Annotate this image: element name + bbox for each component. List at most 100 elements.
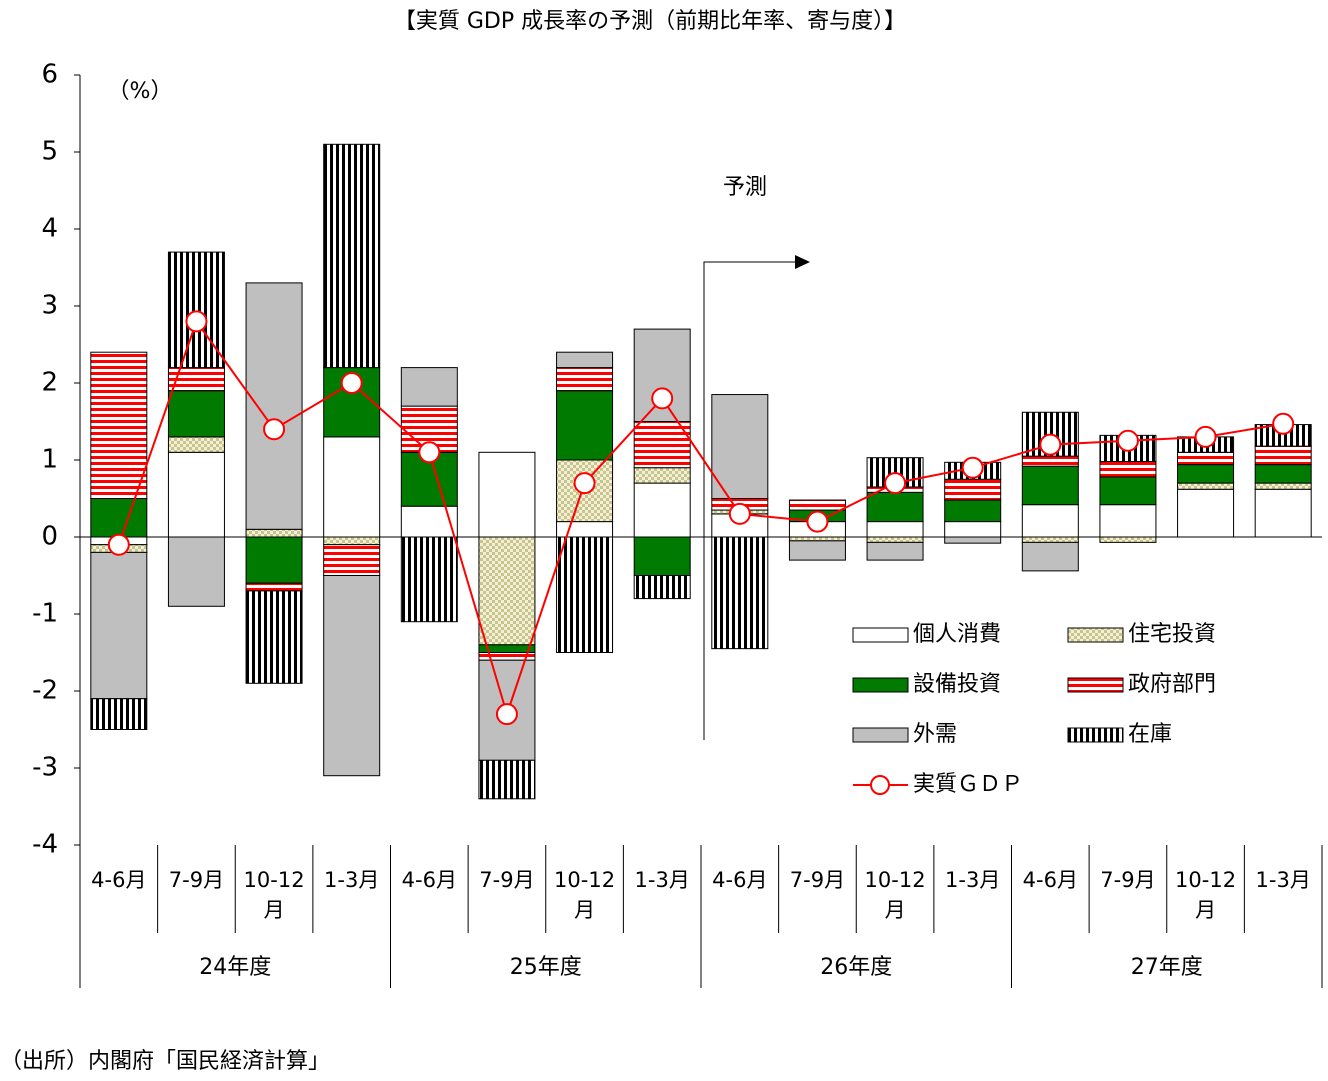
- bar-segment: [1099, 461, 1157, 478]
- x-tick-label: 7-9月: [479, 868, 535, 892]
- bar-segment: [90, 698, 148, 731]
- legend-label: 個人消費: [913, 622, 1001, 647]
- bar-segment: [245, 582, 303, 592]
- y-tick-label: 4: [41, 214, 58, 244]
- group-label: 26年度: [820, 955, 892, 980]
- bar-segment: [245, 528, 303, 538]
- unit-label: （%）: [108, 79, 173, 104]
- legend-label: 在庫: [1128, 722, 1172, 747]
- bar-segment: [245, 282, 303, 530]
- bar-segment: [478, 759, 536, 800]
- y-tick-label: -4: [32, 830, 58, 860]
- group-label: 24年度: [199, 955, 271, 980]
- gdp-point: [1116, 429, 1139, 452]
- legend-swatch: [1067, 727, 1124, 743]
- bar-segment: [167, 436, 225, 453]
- group-label: 25年度: [510, 955, 582, 980]
- gdp-point: [651, 387, 674, 410]
- bar-segment: [633, 536, 691, 576]
- forecast-label: 予測: [723, 175, 767, 200]
- x-tick-label: 7-9月: [168, 868, 225, 892]
- y-tick-label: 5: [41, 137, 58, 167]
- legend-label: 設備投資: [913, 672, 1001, 697]
- bar-segment: [323, 536, 381, 546]
- x-tick-label: 1-3月: [324, 868, 380, 892]
- bar-segment: [556, 521, 614, 538]
- bar-segment: [788, 536, 846, 542]
- gdp-point: [1272, 412, 1295, 435]
- bar-segment: [90, 351, 148, 500]
- x-tick-label: 4-6月: [401, 868, 457, 892]
- legend-swatch: [1067, 677, 1124, 693]
- bar-segment: [323, 436, 381, 538]
- legend-swatch: [1067, 627, 1124, 643]
- bar-segment: [1099, 504, 1157, 538]
- bar-segment: [1099, 536, 1157, 543]
- y-tick-label: 2: [41, 368, 58, 398]
- bar-segment: [1177, 488, 1235, 538]
- gdp-point: [340, 372, 363, 394]
- bar-segment: [788, 540, 846, 561]
- x-tick-label: 1-3月: [634, 868, 690, 892]
- x-tick-label: 7-9月: [789, 868, 846, 892]
- gdp-point: [418, 441, 441, 464]
- x-tick-label: 10-12月: [864, 868, 926, 922]
- bar-segment: [633, 575, 691, 600]
- y-tick-label: -3: [32, 753, 58, 783]
- bar-segment: [866, 491, 924, 523]
- x-tick-label: 1-3月: [1255, 868, 1311, 892]
- bar-segment: [944, 536, 1002, 544]
- group-label: 27年度: [1131, 955, 1203, 980]
- y-tick-label: -2: [32, 676, 58, 706]
- bar-segment: [556, 536, 614, 653]
- gdp-point: [884, 472, 907, 495]
- bar-segment: [478, 536, 536, 646]
- bar-segment: [400, 536, 458, 623]
- bar-segment: [400, 367, 458, 407]
- x-tick-label: 10-12月: [554, 868, 616, 922]
- y-tick-label: 1: [41, 445, 58, 475]
- bar-segment: [866, 541, 924, 561]
- x-tick-label: 10-12月: [1175, 868, 1237, 922]
- legend-swatch: [852, 677, 909, 693]
- gdp-point: [806, 510, 829, 533]
- arrow-head: [795, 255, 810, 269]
- gdp-point: [728, 502, 751, 525]
- bar-segment: [944, 499, 1002, 523]
- bar-segment: [1021, 455, 1079, 467]
- bar-segment: [1177, 451, 1235, 466]
- legend-label: 外需: [913, 722, 957, 747]
- bar-segment: [788, 499, 846, 511]
- gdp-line: [117, 319, 1284, 718]
- bar-segment: [711, 536, 769, 650]
- y-tick-label: -1: [32, 599, 58, 629]
- gdp-point: [961, 456, 984, 479]
- bar-segment: [556, 351, 614, 369]
- bar-segment: [1099, 476, 1157, 506]
- bar-segment: [323, 143, 381, 369]
- legend-swatch: [852, 627, 909, 643]
- bar-segment: [167, 451, 225, 538]
- gdp-point: [573, 472, 596, 495]
- bar-segment: [633, 467, 691, 484]
- gdp-point: [185, 310, 208, 333]
- bar-segment: [1021, 536, 1079, 543]
- bar-segment: [478, 451, 536, 538]
- bar-segment: [167, 251, 225, 369]
- bar-segment: [323, 544, 381, 577]
- bar-segment: [90, 498, 148, 538]
- bar-segment: [556, 367, 614, 392]
- legend-swatch: [852, 727, 909, 743]
- legend-label: 実質ＧＤＰ: [913, 772, 1023, 797]
- chart-title: 【実質 GDP 成長率の予測（前期比年率、寄与度）】: [394, 9, 906, 34]
- bar-segment: [944, 521, 1002, 538]
- gdp-point: [107, 533, 130, 556]
- gdp-point: [1039, 433, 1062, 456]
- y-tick-label: 0: [41, 522, 58, 552]
- legend-marker: [870, 775, 890, 795]
- legend-label: 住宅投資: [1128, 622, 1216, 647]
- bar-segment: [167, 536, 225, 607]
- bar-segment: [1177, 482, 1235, 490]
